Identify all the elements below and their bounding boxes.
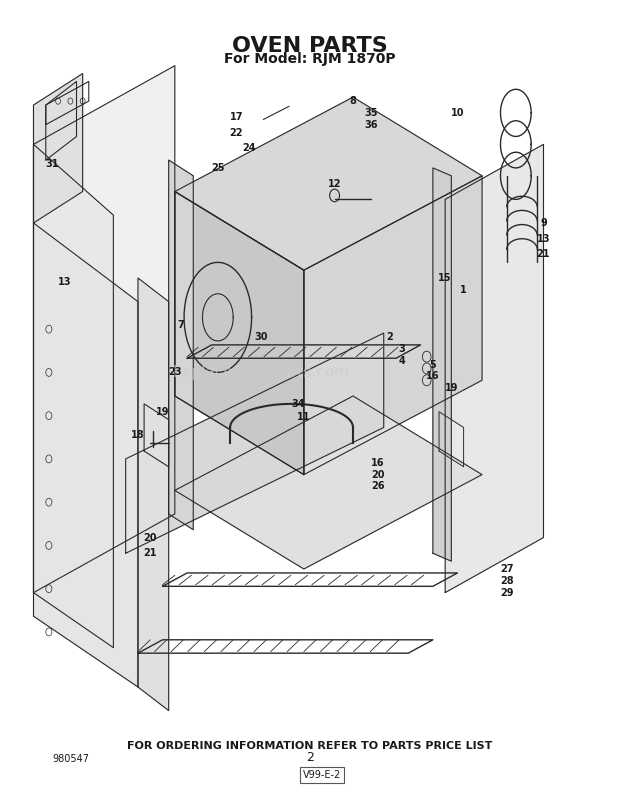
Text: 11: 11: [297, 412, 311, 422]
Text: 17: 17: [229, 112, 243, 122]
Text: 2: 2: [386, 332, 393, 342]
Polygon shape: [126, 333, 384, 554]
Text: 7: 7: [177, 320, 184, 330]
Text: 27: 27: [500, 564, 513, 574]
Text: 31: 31: [45, 159, 59, 169]
Text: 34: 34: [291, 399, 304, 409]
Text: 21: 21: [143, 548, 157, 558]
Polygon shape: [175, 192, 304, 474]
Text: 16: 16: [426, 371, 440, 381]
Polygon shape: [304, 176, 482, 474]
Text: 20: 20: [371, 470, 384, 480]
Text: 15: 15: [438, 273, 452, 283]
Text: 980547: 980547: [52, 754, 89, 764]
Polygon shape: [138, 278, 169, 710]
Text: 28: 28: [500, 576, 513, 586]
Text: 1: 1: [460, 285, 467, 295]
Text: OVEN PARTS: OVEN PARTS: [232, 36, 388, 56]
Text: 30: 30: [254, 332, 268, 342]
Text: 3: 3: [399, 344, 405, 354]
Text: FOR ORDERING INFORMATION REFER TO PARTS PRICE LIST: FOR ORDERING INFORMATION REFER TO PARTS …: [127, 741, 493, 751]
Polygon shape: [33, 66, 175, 592]
Polygon shape: [433, 168, 451, 562]
Text: For Model: RJM 1870P: For Model: RJM 1870P: [224, 52, 396, 67]
Polygon shape: [175, 396, 482, 569]
Text: 12: 12: [328, 179, 342, 188]
Polygon shape: [33, 144, 113, 648]
Text: 13: 13: [58, 277, 71, 287]
Text: 16: 16: [371, 458, 384, 468]
Polygon shape: [175, 192, 304, 474]
Text: ReplacementParts.com: ReplacementParts.com: [172, 365, 349, 380]
Polygon shape: [169, 160, 193, 530]
Text: 20: 20: [143, 532, 157, 543]
Polygon shape: [445, 144, 544, 592]
Text: 4: 4: [399, 356, 405, 366]
Text: 25: 25: [211, 163, 224, 173]
Text: 9: 9: [540, 218, 547, 228]
Text: 8: 8: [350, 96, 356, 106]
Text: 26: 26: [371, 482, 384, 492]
Text: 35: 35: [365, 108, 378, 118]
Text: 19: 19: [445, 383, 458, 393]
Polygon shape: [175, 97, 482, 270]
Text: 5: 5: [430, 360, 436, 370]
Text: V99-E-2: V99-E-2: [303, 770, 342, 780]
Text: 29: 29: [500, 588, 513, 598]
Text: 22: 22: [229, 128, 243, 138]
Polygon shape: [33, 74, 82, 223]
Polygon shape: [33, 223, 138, 687]
Text: 2: 2: [306, 752, 314, 764]
Text: 18: 18: [131, 430, 144, 440]
Text: 10: 10: [451, 108, 464, 118]
Text: 36: 36: [365, 120, 378, 130]
Text: 24: 24: [242, 143, 255, 154]
Text: 19: 19: [156, 407, 169, 417]
Text: 13: 13: [537, 234, 550, 244]
Text: 21: 21: [537, 249, 550, 260]
Text: 23: 23: [168, 367, 182, 378]
